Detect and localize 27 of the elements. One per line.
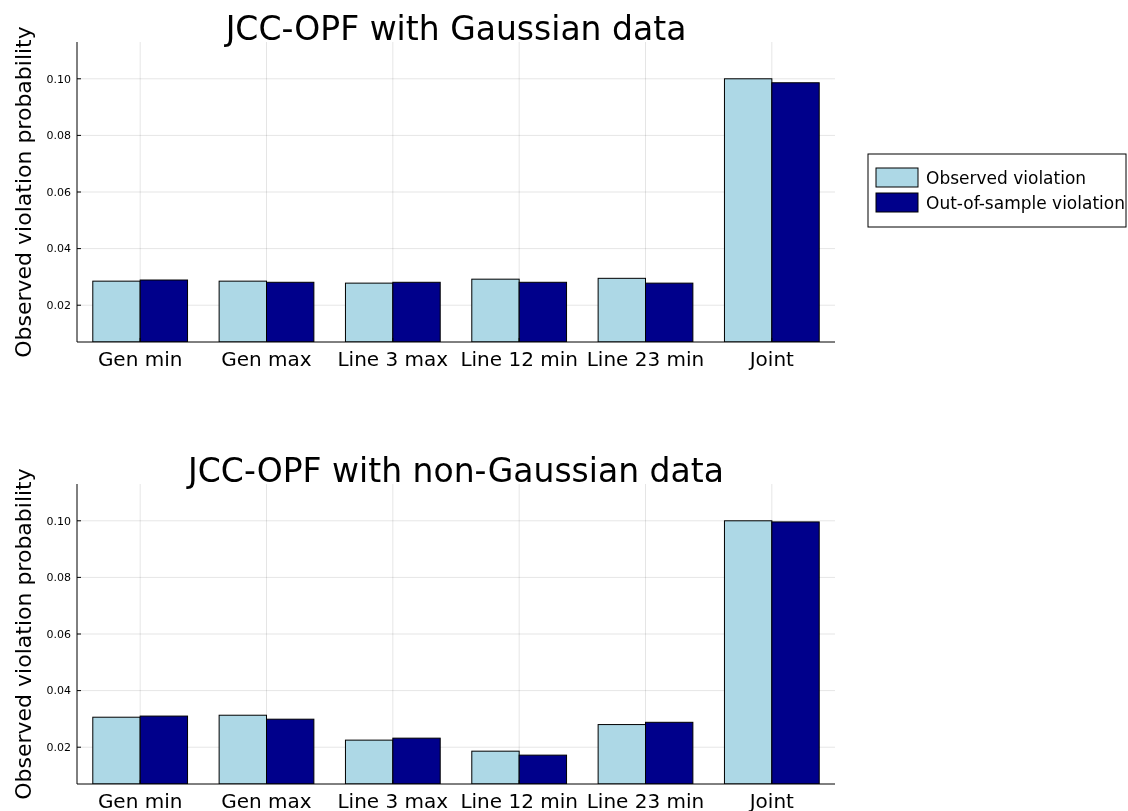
x-tick-label: Line 12 min (460, 789, 578, 811)
x-tick-label: Line 23 min (586, 789, 705, 811)
chart-title: JCC-OPF with non-Gaussian data (186, 451, 724, 490)
y-tick-label: 0.08 (46, 129, 71, 143)
y-tick-label: 0.06 (46, 185, 71, 199)
x-tick-label: Joint (747, 347, 795, 371)
y-tick-label: 0.04 (46, 242, 71, 256)
y-tick-label: 0.10 (46, 514, 71, 528)
x-tick-label: Gen max (221, 347, 312, 371)
y-tick-label: 0.08 (46, 571, 71, 585)
chart-title: JCC-OPF with Gaussian data (223, 9, 687, 48)
x-tick-label: Gen min (97, 347, 183, 371)
y-axis-title: Observed violation probability (11, 468, 36, 800)
x-tick-label: Line 12 min (460, 347, 578, 371)
y-tick-label: 0.02 (46, 299, 71, 313)
x-tick-label: Gen max (221, 789, 312, 811)
x-tick-label: Gen min (97, 789, 183, 811)
y-axis-title: Observed violation probability (11, 26, 36, 358)
legend-label: Observed violation (926, 167, 1087, 188)
legend-label: Out-of-sample violation (926, 192, 1125, 213)
x-tick-label: Line 3 max (337, 347, 449, 371)
x-tick-label: Line 23 min (586, 347, 705, 371)
y-tick-label: 0.02 (46, 741, 71, 755)
y-tick-label: 0.04 (46, 684, 71, 698)
y-tick-label: 0.10 (46, 72, 71, 86)
x-tick-label: Line 3 max (337, 789, 449, 811)
y-tick-label: 0.06 (46, 627, 71, 641)
